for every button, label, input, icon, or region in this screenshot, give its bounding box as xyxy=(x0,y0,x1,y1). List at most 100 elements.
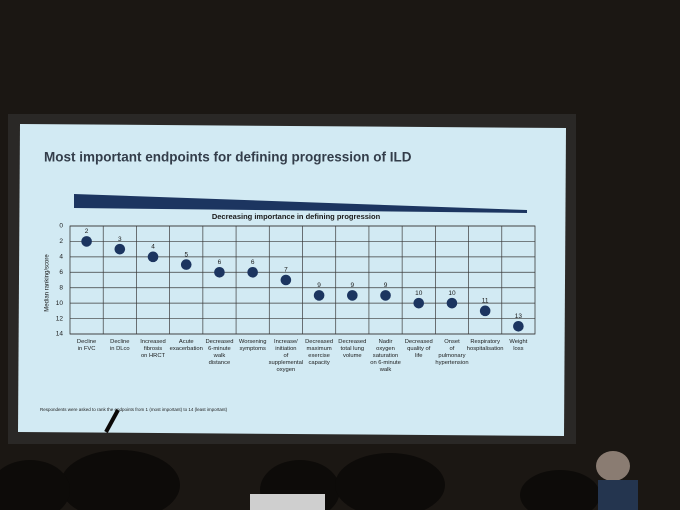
point xyxy=(214,266,225,278)
data-label: 9 xyxy=(384,282,388,289)
y-tick-label: 8 xyxy=(59,284,63,291)
y-tick-label: 2 xyxy=(59,238,63,245)
data-label: 11 xyxy=(482,298,489,305)
x-tick-label-line: volume xyxy=(343,353,362,359)
x-tick-label-line: oxygen xyxy=(376,346,395,352)
x-tick-label: Decreased 6-minute walk distance xyxy=(205,339,233,366)
data-label: 2 xyxy=(85,228,89,235)
x-tick-label: Nadir oxygen saturation on 6-minute walk xyxy=(370,339,401,373)
data-label: 13 xyxy=(515,313,523,320)
data-label: 3 xyxy=(118,236,122,243)
point xyxy=(280,274,292,286)
head xyxy=(335,453,445,510)
banner-wedge xyxy=(74,194,527,213)
x-tick-label-line: Acute xyxy=(179,339,194,345)
x-tick-label: Increase/initiation of supplemental oxygen xyxy=(269,339,303,373)
x-tick-label-line: saturation xyxy=(373,353,398,359)
x-tick-label: Increased fibrosis on HRCT xyxy=(140,339,165,359)
point xyxy=(81,236,92,247)
x-tick-label-line: Decreased xyxy=(205,339,233,345)
x-tick-label-line: Nadir xyxy=(379,339,393,345)
x-tick-label-line: symptoms xyxy=(239,346,266,352)
x-tick-label-line: exercise xyxy=(308,353,330,359)
x-tick-label-line: Decreased xyxy=(405,339,433,345)
x-tick-label-line: of xyxy=(450,346,455,352)
x-tick-label-line: supplemental xyxy=(269,360,303,366)
point xyxy=(446,297,458,309)
y-tick-label: 10 xyxy=(56,300,64,307)
head xyxy=(520,470,600,510)
x-tick-label-line: total lung xyxy=(341,346,365,352)
x-tick-label-line: on 6-minute xyxy=(370,360,401,366)
head xyxy=(0,460,70,510)
x-tick-label-line: Weight xyxy=(509,339,527,345)
x-tick-label: Weight loss xyxy=(509,339,527,352)
y-tick-label: 6 xyxy=(59,269,63,276)
point xyxy=(247,266,258,278)
x-tick-label-line: in DLco xyxy=(110,346,130,352)
x-tick-label-line: Worsening xyxy=(239,339,267,345)
x-tick-label-line: capacity xyxy=(308,360,329,366)
chart-title: Most important endpoints for defining pr… xyxy=(44,150,412,165)
x-tick-label-line: in FVC xyxy=(78,346,96,352)
y-tick-label: 0 xyxy=(59,223,63,230)
x-tick-label-line: hypertension xyxy=(435,360,468,366)
y-tick-label: 12 xyxy=(56,315,64,322)
banner-text: Decreasing importance in defining progre… xyxy=(212,212,381,221)
device xyxy=(250,494,325,510)
x-tick-label-line: life xyxy=(415,353,422,359)
head xyxy=(60,450,180,510)
point xyxy=(180,259,192,270)
x-tick-label: Decreased maximum exercise capacity xyxy=(305,339,333,366)
x-tick-label-line: on HRCT xyxy=(141,353,166,359)
point xyxy=(413,297,425,309)
pointer-hand xyxy=(104,409,120,433)
x-tick-label-line: hospitalisation xyxy=(467,346,504,352)
point xyxy=(114,243,126,255)
point xyxy=(313,290,325,301)
data-label: 4 xyxy=(151,244,155,251)
x-tick-label-line: maximum xyxy=(307,346,332,352)
x-tick-label-line: quality of xyxy=(407,346,431,352)
y-axis-label: Median ranking/score xyxy=(45,254,51,312)
x-tick-label: Decreased quality of life xyxy=(405,339,433,359)
data-label: 5 xyxy=(184,251,188,258)
data-label: 9 xyxy=(317,282,321,289)
data-label: 9 xyxy=(351,282,355,289)
data-label: 7 xyxy=(284,267,288,274)
x-tick-label-line: walk xyxy=(379,367,392,373)
y-tick-label: 14 xyxy=(56,331,64,338)
x-tick-label-line: fibrosis xyxy=(144,346,162,352)
x-tick-label-line: Decreased xyxy=(338,339,366,345)
slide xyxy=(18,124,566,436)
data-label: 10 xyxy=(415,290,423,297)
x-tick-label-line: Respiratory xyxy=(470,339,500,345)
x-tick-label-line: loss xyxy=(513,346,523,352)
data-label: 10 xyxy=(448,290,456,297)
x-tick-label-line: 6-minute xyxy=(208,346,231,352)
point xyxy=(147,251,159,263)
x-tick-label: Worsening symptoms xyxy=(239,339,267,352)
x-tick-label-line: Decline xyxy=(77,339,96,345)
point xyxy=(380,290,391,301)
data-label: 6 xyxy=(251,259,255,266)
x-tick-label-line: Decline xyxy=(110,339,129,345)
x-tick-label-line: pulmonary xyxy=(438,353,465,359)
x-tick-label-line: Increase/ xyxy=(274,339,298,345)
x-tick-label: Decreased total lung volume xyxy=(338,339,366,359)
x-tick-label-line: Increased xyxy=(140,339,165,345)
x-tick-label-line: oxygen xyxy=(277,367,296,373)
x-tick-label-line: distance xyxy=(209,360,231,366)
x-tick-label: Onset of pulmonary hypertension xyxy=(435,339,468,366)
point xyxy=(347,290,358,301)
footnote: Respondents were asked to rank the endpo… xyxy=(40,407,228,412)
point xyxy=(479,305,491,317)
data-label: 6 xyxy=(218,259,222,266)
x-tick-label-line: initiation xyxy=(275,346,296,352)
head xyxy=(596,451,630,481)
x-tick-label-line: Decreased xyxy=(305,339,333,345)
x-tick-label-line: walk xyxy=(213,353,226,359)
